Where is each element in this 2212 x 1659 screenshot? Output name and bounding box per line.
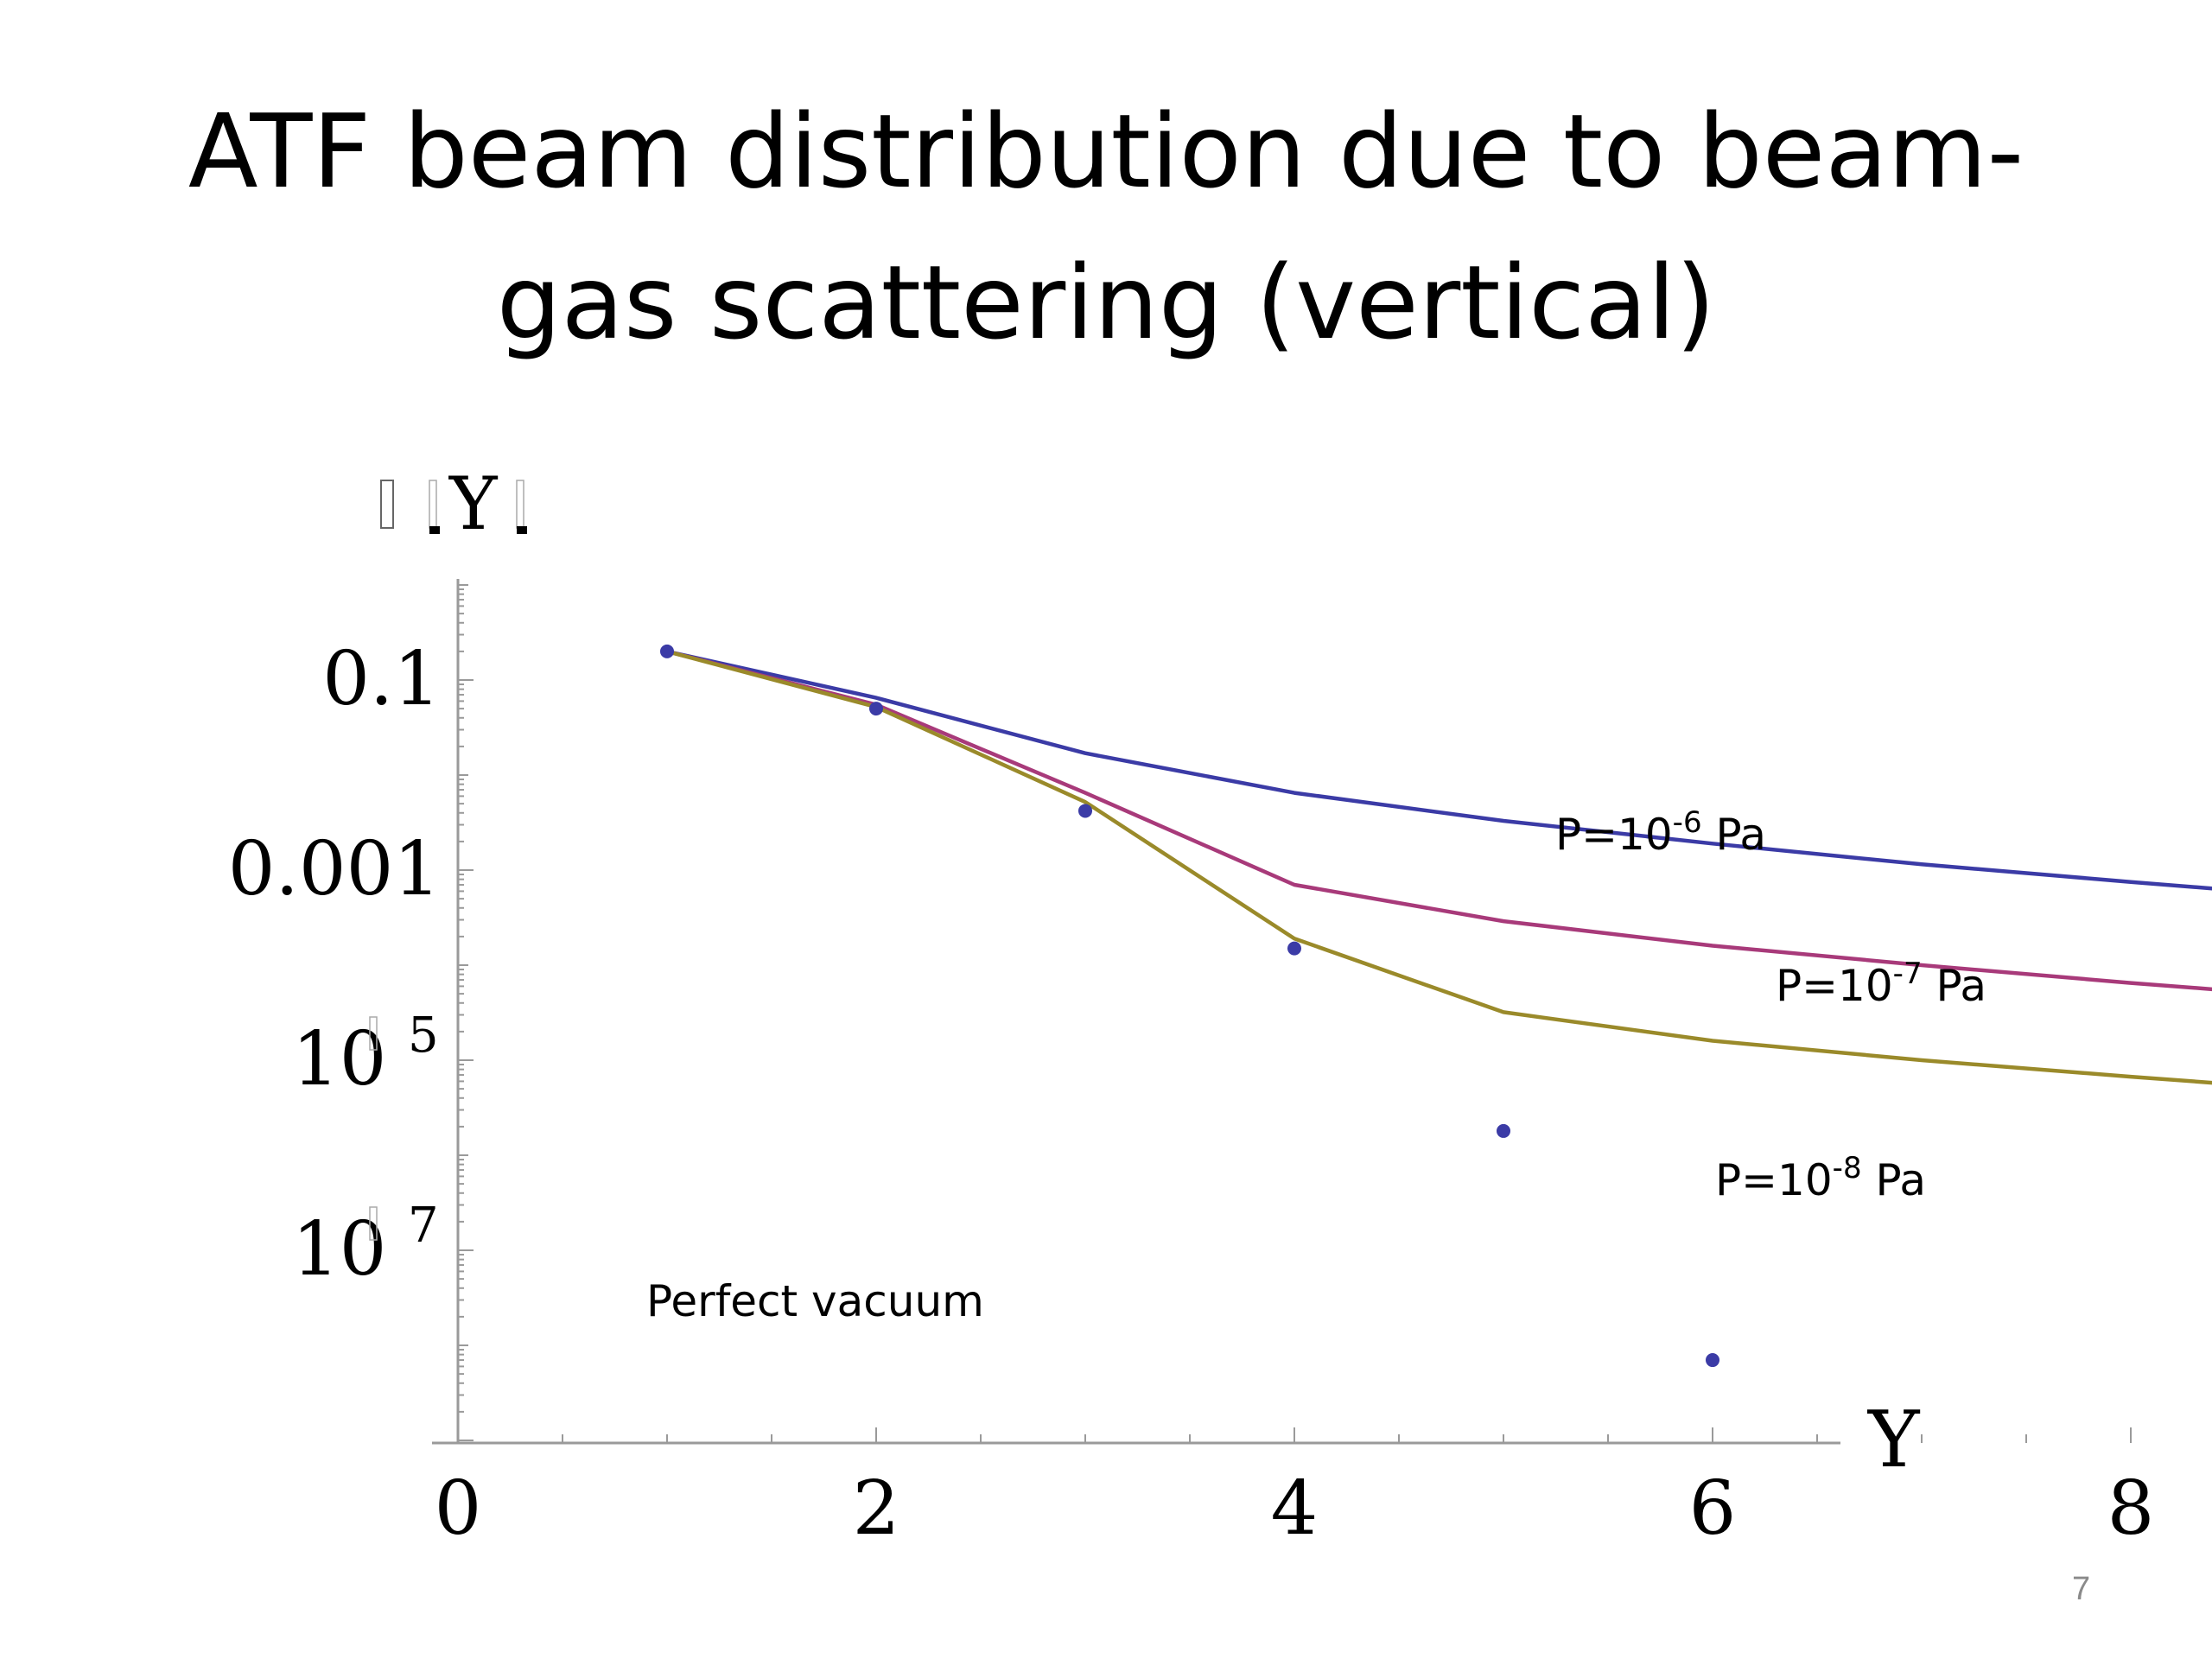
- series-line-0: [666, 649, 2212, 891]
- y-minor-ticks: [458, 584, 474, 1441]
- x-tick-label: 6: [1689, 1465, 1737, 1552]
- minus-glyph-placeholder: [369, 1016, 378, 1051]
- y-tick-label: 0.001: [228, 826, 441, 912]
- y-axis-label: Y: [380, 461, 527, 546]
- y-tick-label-power: 10 5: [292, 1007, 439, 1103]
- x-tick-label: 8: [2107, 1465, 2155, 1552]
- y-tick-label-base: 10: [292, 1206, 386, 1293]
- y-tick-label-exponent: 7: [408, 1198, 439, 1254]
- x-minor-ticks: [457, 1427, 2132, 1443]
- x-tick-label: 0: [435, 1465, 482, 1552]
- series-line-1: [666, 649, 2212, 992]
- series-line-2: [666, 649, 2212, 1085]
- minus-glyph-placeholder: [369, 1206, 378, 1241]
- perfect-vacuum-point: [1078, 804, 1092, 818]
- x-axis-label: Y: [1866, 1395, 1921, 1485]
- series-lines: [666, 649, 2212, 1085]
- series-label-p1e-6: P=10-6 Pa: [1555, 805, 1766, 860]
- perfect-vacuum-point: [1706, 1353, 1719, 1368]
- y-tick-label: 0.1: [322, 636, 441, 722]
- y-tick-label-power: 10 7: [292, 1198, 439, 1293]
- x-tick-label: 4: [1271, 1465, 1319, 1552]
- y-tick-label-base: 10: [292, 1016, 386, 1103]
- series-label-p1e-7: P=10-7 Pa: [1776, 957, 1986, 1011]
- slide-number: 7: [2072, 1571, 2091, 1607]
- y-tick-labels: 0.1 0.001 10 5 10 7: [228, 636, 441, 1293]
- perfect-vacuum-point: [869, 702, 883, 716]
- y-tick-label-exponent: 5: [408, 1007, 439, 1064]
- perfect-vacuum-points: [660, 644, 1719, 1368]
- x-tick-labels: 024681012: [435, 1465, 2155, 1552]
- title-line-1: ATF beam distribution due to beam-: [188, 92, 2024, 211]
- perfect-vacuum-point: [1497, 1123, 1510, 1138]
- series-label-p1e-8: P=10-8 Pa: [1715, 1151, 1926, 1205]
- y-axis-label-text: Y: [448, 461, 499, 546]
- title-line-2: gas scattering (vertical): [496, 243, 1716, 362]
- perfect-vacuum-point: [660, 644, 674, 658]
- perfect-vacuum-point: [1287, 941, 1301, 956]
- x-tick-label: 2: [853, 1465, 900, 1552]
- slide-title: ATF beam distribution due to beam- gas s…: [0, 76, 2212, 378]
- perfect-vacuum-label: Perfect vacuum: [646, 1276, 984, 1326]
